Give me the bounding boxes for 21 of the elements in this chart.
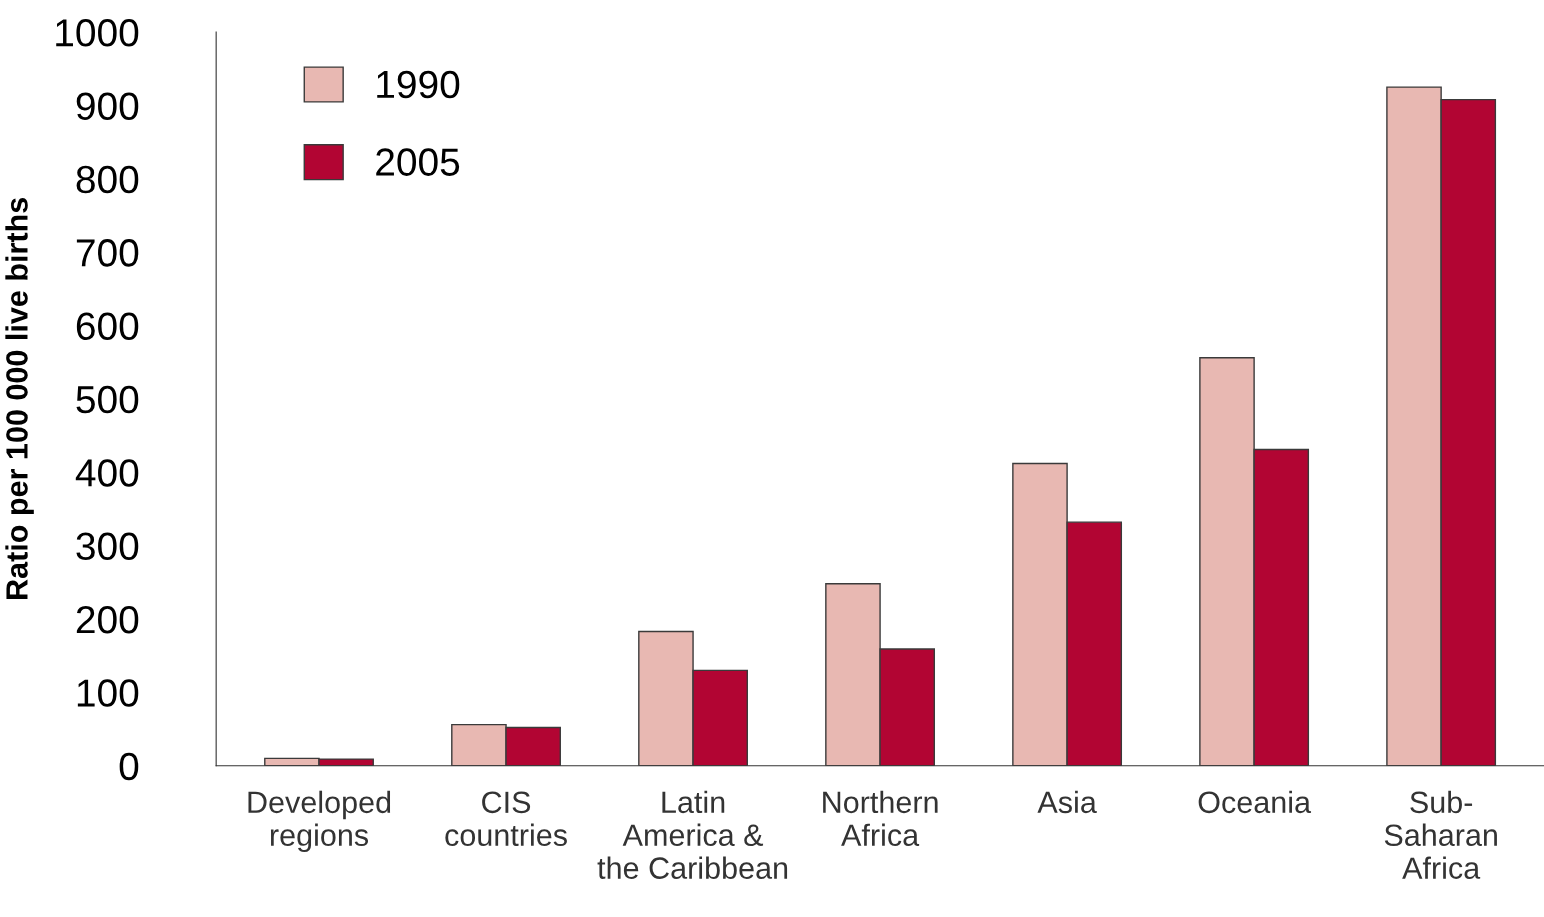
x-tick-label: Sub- Saharan Africa (1384, 790, 1497, 879)
y-tick-label: 900 (76, 92, 139, 120)
x-tick-label: Developed regions (248, 790, 391, 853)
y-tick-label: 400 (75, 459, 139, 487)
y-tick-label: 600 (76, 312, 139, 341)
legend-label: 2005 (376, 148, 460, 176)
x-tick-label: CIS countries (445, 791, 567, 847)
x-tick-label: Northern Africa (823, 790, 938, 847)
y-tick-label: 800 (76, 165, 139, 194)
x-tick-label: Oceania (1198, 790, 1312, 814)
y-tick-label: 1000 (56, 19, 139, 47)
y-tick-label: 0 (119, 752, 139, 781)
y-tick-label: 700 (76, 239, 139, 267)
y-axis-title: Ratio per 100 000 live births (5, 198, 34, 599)
x-tick-label: Asia (1037, 790, 1097, 814)
y-tick-label: 300 (76, 532, 139, 561)
legend-label: 1990 (377, 70, 460, 99)
y-tick-label: 500 (76, 385, 139, 414)
y-tick-label: 100 (77, 679, 139, 707)
x-tick-label: Latin America & the Caribbean (597, 790, 788, 879)
y-tick-label: 200 (76, 605, 139, 634)
